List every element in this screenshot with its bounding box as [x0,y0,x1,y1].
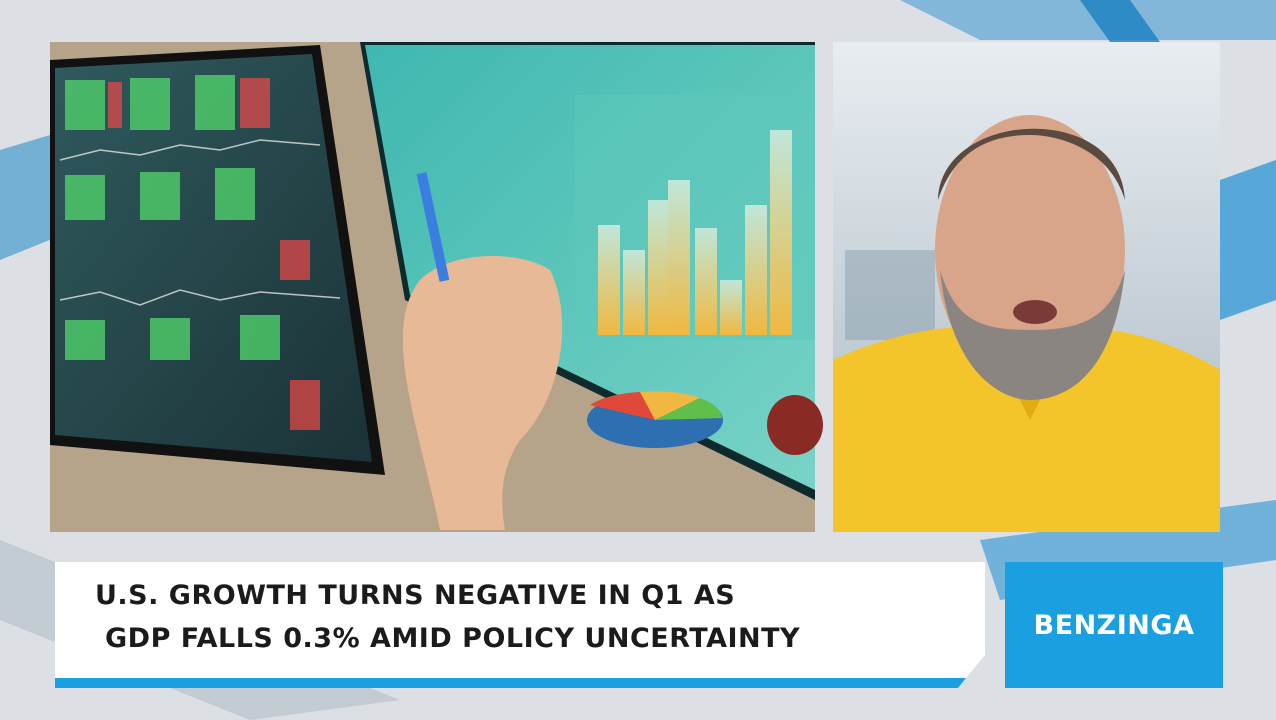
brand-logo: BENZINGA [1005,562,1223,688]
headline-line: GDP FALLS 0.3% AMID POLICY UNCERTAINTY [105,623,801,654]
lower-third: U.S. GROWTH TURNS NEGATIVE IN Q1 AS GDP … [55,562,985,688]
headline-line: U.S. GROWTH TURNS NEGATIVE IN Q1 AS [95,580,736,611]
